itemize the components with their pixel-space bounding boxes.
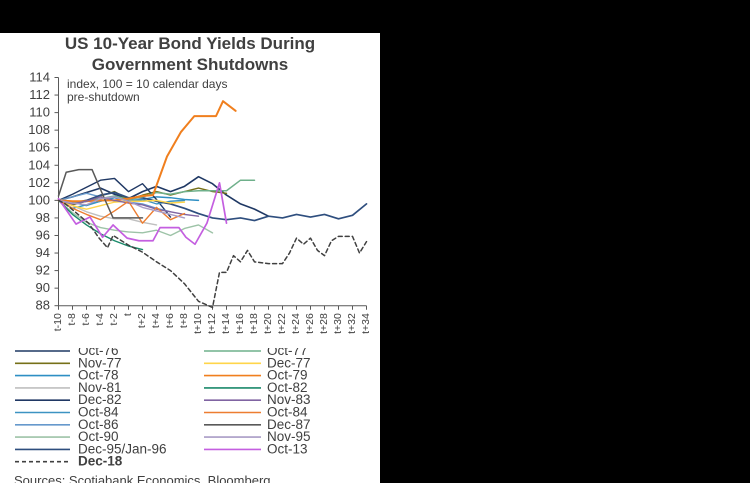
svg-text:100: 100 [28, 192, 50, 207]
svg-text:t+30: t+30 [332, 313, 344, 334]
svg-text:108: 108 [28, 122, 50, 137]
svg-text:112: 112 [29, 87, 50, 102]
svg-text:t+8: t+8 [178, 313, 190, 328]
svg-text:t+26: t+26 [304, 313, 316, 334]
svg-text:96: 96 [36, 227, 50, 242]
svg-text:Oct-13: Oct-13 [267, 441, 308, 456]
svg-text:t+32: t+32 [346, 313, 358, 334]
svg-text:t+28: t+28 [318, 313, 330, 334]
svg-text:t+24: t+24 [290, 313, 302, 334]
svg-text:t+18: t+18 [248, 313, 260, 334]
svg-text:114: 114 [29, 70, 50, 85]
svg-text:110: 110 [29, 105, 50, 120]
svg-text:104: 104 [28, 157, 50, 172]
svg-text:94: 94 [36, 245, 50, 260]
svg-text:Dec-18: Dec-18 [78, 453, 123, 468]
svg-text:t+2: t+2 [136, 313, 148, 328]
svg-text:106: 106 [28, 140, 50, 155]
svg-text:t-8: t-8 [66, 313, 78, 325]
svg-text:t-4: t-4 [94, 313, 106, 325]
svg-text:t-10: t-10 [52, 313, 64, 331]
svg-text:t+6: t+6 [164, 313, 176, 328]
svg-text:92: 92 [36, 263, 50, 278]
svg-text:t-2: t-2 [108, 313, 120, 325]
svg-text:t+34: t+34 [360, 313, 372, 334]
svg-text:88: 88 [36, 298, 50, 313]
svg-text:t: t [122, 313, 134, 316]
svg-text:t+4: t+4 [150, 313, 162, 328]
svg-text:t+12: t+12 [206, 313, 218, 334]
svg-text:t+16: t+16 [234, 313, 246, 334]
svg-text:t-6: t-6 [80, 313, 92, 325]
svg-text:98: 98 [36, 210, 50, 225]
svg-text:t+22: t+22 [276, 313, 288, 334]
svg-text:t+14: t+14 [220, 313, 232, 334]
svg-text:102: 102 [28, 175, 50, 190]
svg-text:t+10: t+10 [192, 313, 204, 334]
svg-text:90: 90 [36, 280, 50, 295]
svg-text:t+20: t+20 [262, 313, 274, 334]
